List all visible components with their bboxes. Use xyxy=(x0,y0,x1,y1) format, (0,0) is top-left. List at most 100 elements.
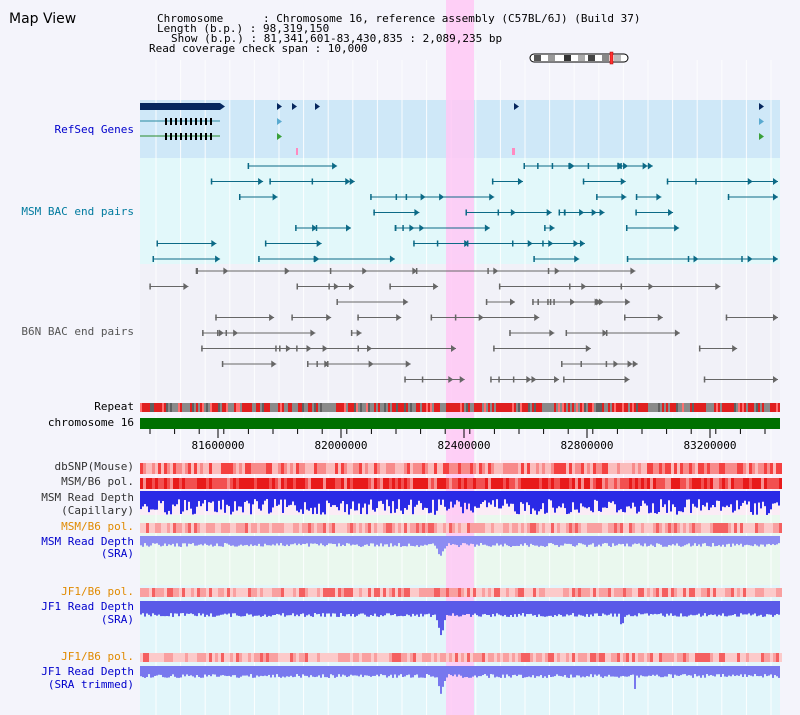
polymorphism-cell xyxy=(551,653,554,662)
bac-end xyxy=(336,299,338,305)
depth-bar xyxy=(164,491,166,513)
depth-bar xyxy=(704,666,706,678)
depth-bar xyxy=(710,601,712,615)
polymorphism-cell xyxy=(695,478,698,489)
polymorphism-cell xyxy=(518,653,521,662)
depth-bar xyxy=(448,666,450,675)
depth-bar xyxy=(668,666,670,675)
depth-bar xyxy=(150,601,152,617)
polymorphism-cell xyxy=(509,463,512,474)
bac-end-arrow xyxy=(599,209,605,216)
track-label-jf1-depth-sra[interactable]: JF1 Read Depth xyxy=(41,600,134,613)
track-label-jf1-b6-pol-1[interactable]: JF1/B6 pol. xyxy=(61,585,134,598)
chromosome-info: Chromosome : Chromosome 16, reference as… xyxy=(157,12,641,25)
polymorphism-cell xyxy=(434,523,437,533)
repeat-segment xyxy=(490,403,492,412)
depth-bar xyxy=(418,491,420,501)
track-label-msm-b6-pol-2[interactable]: MSM/B6 pol. xyxy=(61,520,134,533)
polymorphism-cell xyxy=(296,463,299,474)
depth-bar xyxy=(558,491,560,507)
depth-bar xyxy=(566,491,568,515)
polymorphism-cell xyxy=(401,588,404,597)
polymorphism-cell xyxy=(179,463,182,474)
track-label-b6n-bac[interactable]: B6N BAC end pairs xyxy=(21,325,134,338)
polymorphism-cell xyxy=(287,478,290,489)
depth-bar xyxy=(264,536,266,544)
track-label-refseq[interactable]: RefSeq Genes xyxy=(54,123,134,136)
depth-bar xyxy=(234,491,236,502)
polymorphism-cell xyxy=(437,478,440,489)
track-label-msm-b6-pol-1[interactable]: MSM/B6 pol. xyxy=(61,475,134,488)
depth-bar xyxy=(740,536,742,544)
depth-bar xyxy=(194,601,196,616)
track-label-jf1-depth-trim[interactable]: JF1 Read Depth xyxy=(41,665,134,678)
depth-bar xyxy=(342,601,344,616)
depth-bar xyxy=(466,666,468,677)
polymorphism-cell xyxy=(461,478,464,489)
polymorphism-cell xyxy=(779,653,782,662)
depth-bar xyxy=(640,666,642,676)
depth-bar xyxy=(628,536,630,547)
depth-bar xyxy=(560,491,562,508)
depth-bar xyxy=(294,601,296,617)
depth-bar xyxy=(502,536,504,547)
repeat-segment xyxy=(606,403,608,412)
depth-bar xyxy=(170,491,172,515)
depth-bar xyxy=(148,536,150,547)
polymorphism-cell xyxy=(428,653,431,662)
depth-bar xyxy=(296,666,298,675)
depth-bar xyxy=(712,491,714,506)
bac-end-arrow xyxy=(412,267,418,275)
depth-bar xyxy=(436,666,438,678)
depth-bar xyxy=(590,666,592,675)
repeat-segment xyxy=(658,403,660,412)
bac-end-arrow xyxy=(591,209,597,216)
depth-bar xyxy=(502,666,504,675)
polymorphism-cell xyxy=(734,478,737,489)
polymorphism-cell xyxy=(344,653,347,662)
polymorphism-cell xyxy=(500,653,503,662)
track-label-msm-depth-cap[interactable]: MSM Read Depth xyxy=(41,491,134,504)
track-label-msm-depth-sra[interactable]: MSM Read Depth xyxy=(41,535,134,548)
depth-bar xyxy=(336,666,338,677)
depth-bar xyxy=(586,601,588,615)
depth-bar xyxy=(768,536,770,544)
polymorphism-cell xyxy=(320,653,323,662)
depth-bar xyxy=(740,601,742,614)
track-label-dbsnp[interactable]: dbSNP(Mouse) xyxy=(54,460,134,473)
track-label-chromosome[interactable]: chromosome 16 xyxy=(47,416,134,429)
track-label-msm-bac[interactable]: MSM BAC end pairs xyxy=(21,205,134,218)
polymorphism-cell xyxy=(161,478,164,489)
depth-bar xyxy=(752,666,754,677)
depth-bar xyxy=(258,536,260,544)
polymorphism-cell xyxy=(320,463,323,474)
bac-end-arrow xyxy=(621,193,627,201)
polymorphism-cell xyxy=(209,653,212,662)
depth-bar xyxy=(728,601,730,616)
track-label-jf1-b6-pol-2[interactable]: JF1/B6 pol. xyxy=(61,650,134,663)
polymorphism-cell xyxy=(671,463,674,474)
depth-bar xyxy=(544,666,546,677)
polymorphism-cell xyxy=(545,463,548,474)
depth-bar xyxy=(192,666,194,677)
depth-bar xyxy=(612,601,614,617)
polymorphism-cell xyxy=(773,653,776,662)
depth-bar xyxy=(182,601,184,614)
depth-bar xyxy=(452,601,454,614)
polymorphism-cell xyxy=(536,588,539,597)
repeat-segment xyxy=(216,403,218,412)
track-label-repeat[interactable]: Repeat xyxy=(94,400,134,413)
repeat-segment xyxy=(318,403,320,412)
depth-bar xyxy=(208,491,210,503)
depth-bar xyxy=(178,491,180,500)
polymorphism-cell xyxy=(461,588,464,597)
depth-bar xyxy=(254,491,256,500)
polymorphism-cell xyxy=(194,588,197,597)
depth-bar xyxy=(588,601,590,617)
polymorphism-cell xyxy=(458,478,461,489)
depth-bar xyxy=(372,536,374,544)
repeat-segment xyxy=(302,403,304,412)
depth-bar xyxy=(424,491,426,508)
repeat-segment xyxy=(530,403,532,412)
